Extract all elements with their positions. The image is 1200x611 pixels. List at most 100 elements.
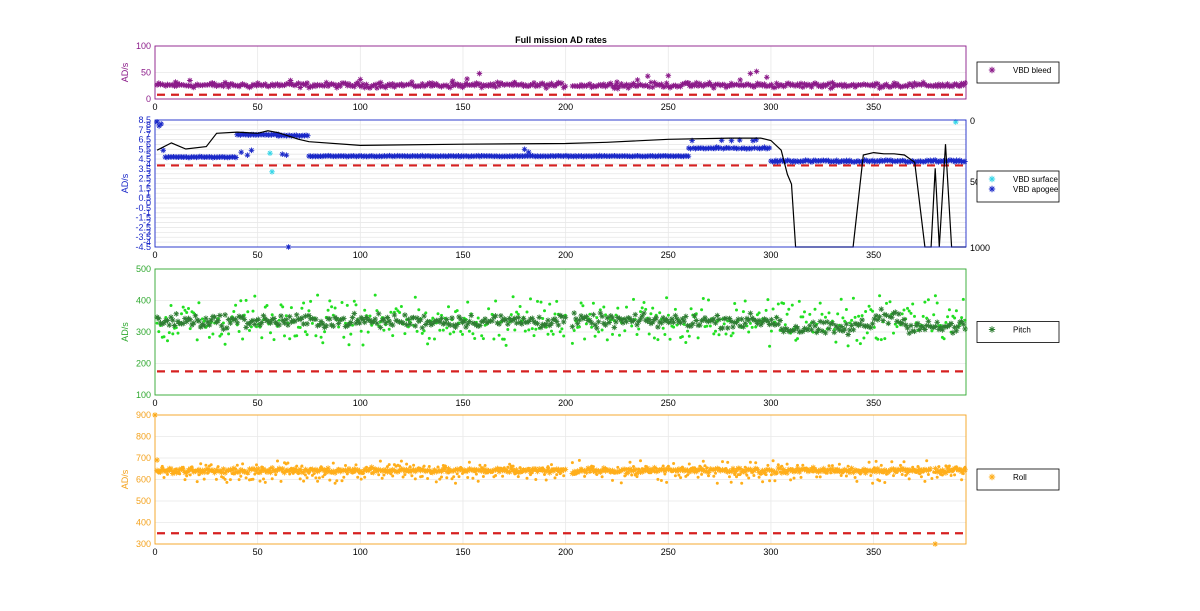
data-point: [672, 462, 676, 465]
data-point: [751, 145, 758, 151]
data-point: [953, 316, 957, 320]
data-point: [926, 473, 930, 476]
data-point: [409, 79, 415, 85]
data-point: [628, 460, 632, 464]
data-point: [269, 169, 275, 175]
data-point: [328, 299, 332, 303]
data-point: [702, 315, 708, 321]
data-point: [686, 82, 693, 89]
data-point: [192, 82, 199, 89]
data-point: [754, 320, 761, 327]
data-point: [859, 82, 865, 88]
data-point: [838, 323, 844, 330]
data-point: [896, 311, 902, 317]
data-point: [288, 472, 292, 476]
data-point: [871, 316, 878, 322]
data-point: [345, 303, 349, 307]
data-point: [772, 84, 778, 91]
x-tick-label: 100: [353, 398, 368, 408]
data-point: [848, 465, 855, 472]
data-point: [768, 467, 775, 474]
y-tick-label: 8: [146, 120, 151, 130]
data-point: [805, 157, 812, 164]
data-point: [536, 314, 542, 321]
data-point: [267, 469, 274, 476]
data-point: [597, 330, 601, 334]
data-point: [558, 330, 562, 334]
data-point: [916, 327, 923, 333]
data-point: [681, 468, 687, 474]
data-point: [792, 476, 796, 480]
data-point: [620, 320, 626, 326]
data-point: [688, 323, 694, 329]
data-point: [260, 312, 267, 319]
data-point: [576, 468, 583, 475]
data-point: [494, 465, 501, 472]
data-point: [478, 84, 485, 91]
data-point: [306, 312, 312, 319]
data-point: [951, 324, 958, 331]
data-point: [269, 465, 275, 471]
data-point: [278, 81, 284, 88]
data-point: [871, 159, 878, 165]
data-point: [413, 295, 417, 299]
data-point: [345, 472, 349, 476]
data-point: [916, 465, 920, 468]
data-point: [534, 153, 541, 159]
data-point: [718, 137, 725, 144]
data-point: [410, 314, 417, 321]
data-point: [295, 334, 299, 338]
data-point: [204, 463, 208, 467]
data-point: [737, 465, 743, 472]
data-point: [712, 320, 719, 326]
data-point: [908, 322, 914, 329]
data-point: [437, 467, 443, 474]
data-point: [342, 153, 348, 159]
legend-marker: [988, 66, 996, 74]
data-point: [890, 466, 897, 472]
data-point: [225, 84, 232, 90]
data-point: [466, 318, 473, 325]
data-point: [782, 158, 789, 165]
data-point: [812, 323, 818, 329]
data-point: [423, 321, 429, 328]
data-point: [267, 150, 273, 156]
legend-box: [976, 321, 1060, 343]
data-point: [239, 314, 246, 320]
data-point: [484, 319, 490, 326]
data-point: [255, 82, 262, 88]
data-point: [375, 311, 382, 317]
data-point: [424, 311, 428, 315]
data-point: [774, 159, 781, 165]
data-point: [407, 81, 413, 88]
data-point: [779, 470, 785, 476]
data-point: [779, 326, 785, 332]
data-point: [365, 153, 371, 160]
data-point: [590, 325, 594, 329]
data-point: [246, 310, 250, 314]
data-point: [769, 473, 773, 477]
data-point: [630, 473, 634, 477]
data-point: [238, 82, 244, 88]
data-point: [386, 467, 392, 474]
data-point: [392, 310, 396, 314]
data-point: [241, 316, 248, 323]
data-point: [707, 81, 714, 88]
data-point: [883, 468, 890, 474]
data-point: [676, 319, 682, 325]
data-point: [648, 466, 654, 473]
data-point: [846, 464, 850, 468]
x-tick-label: 200: [558, 398, 573, 408]
data-point: [891, 80, 897, 86]
data-point: [794, 158, 800, 164]
data-point: [480, 82, 487, 88]
data-point: [253, 294, 257, 298]
data-point: [188, 327, 192, 331]
y-tick-label: 7.5: [138, 125, 151, 135]
data-point: [900, 473, 904, 476]
data-point: [318, 318, 324, 325]
data-point: [195, 154, 201, 160]
data-point: [417, 308, 421, 312]
data-point: [780, 83, 787, 90]
